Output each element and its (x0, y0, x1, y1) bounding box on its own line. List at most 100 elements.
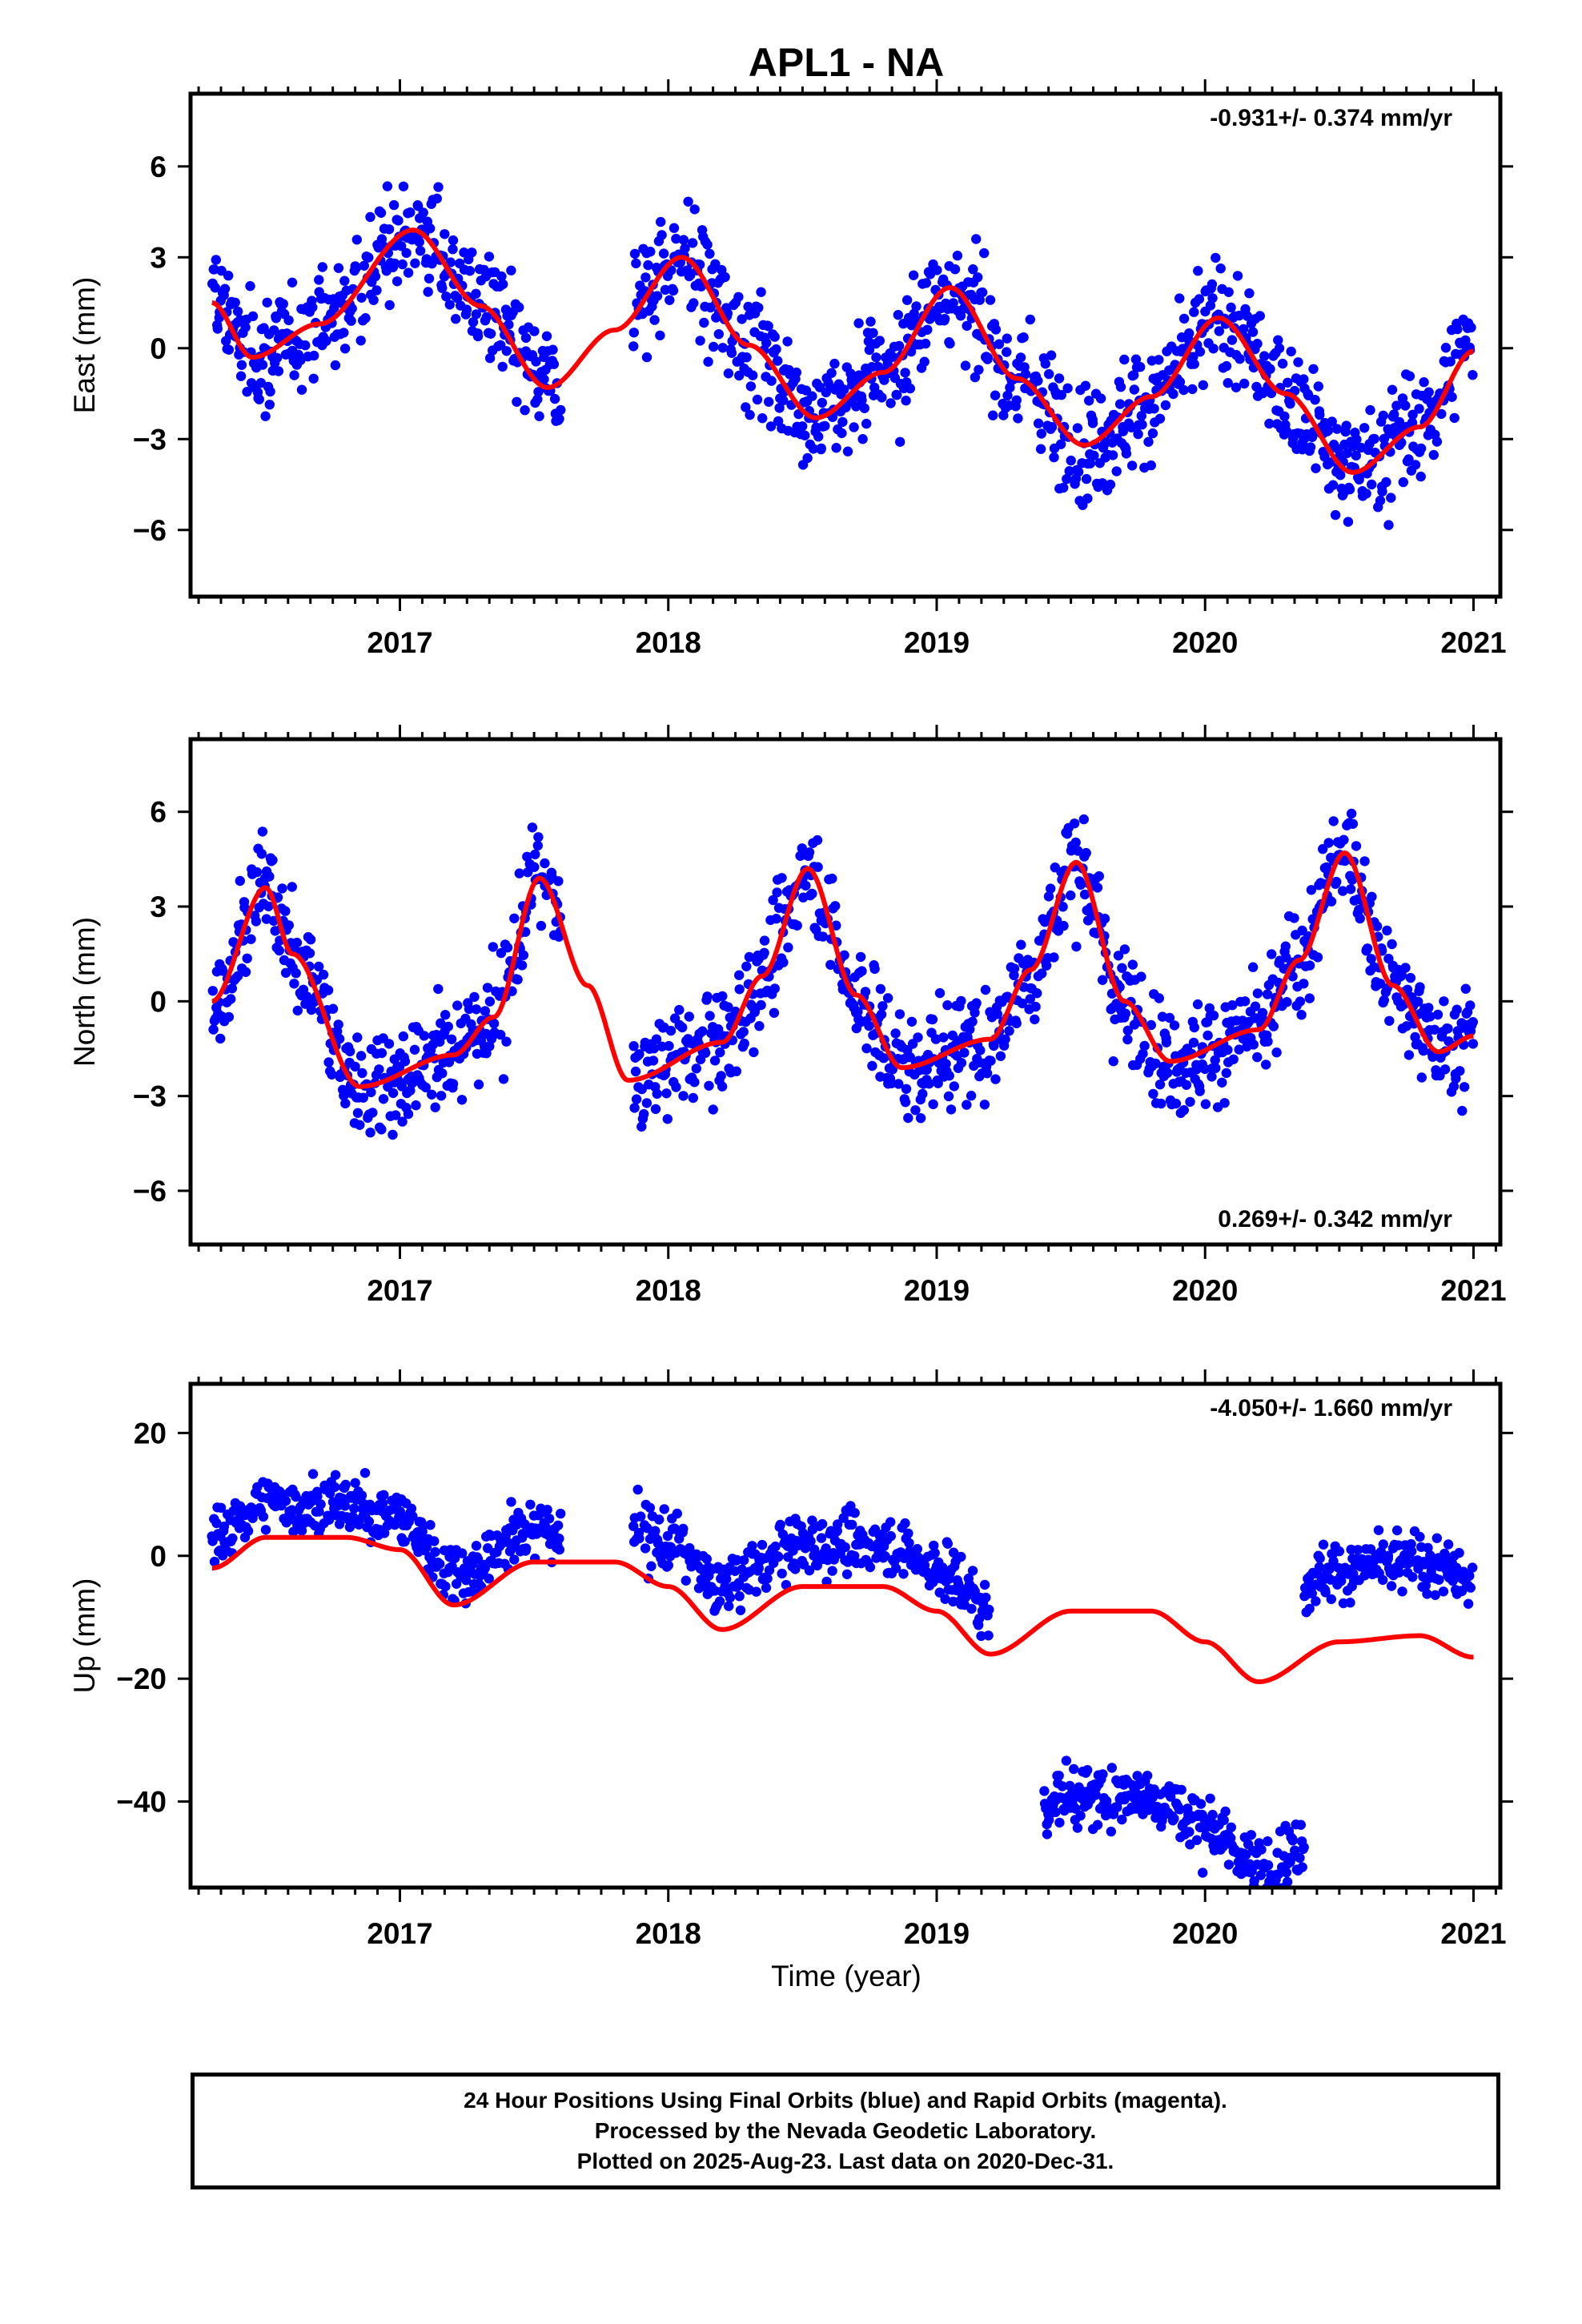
footer-line-1: 24 Hour Positions Using Final Orbits (bl… (464, 2088, 1227, 2113)
data-point (553, 876, 564, 887)
data-point (1431, 1533, 1443, 1543)
data-point (1379, 995, 1390, 1006)
data-point (1223, 1044, 1233, 1055)
data-point (630, 1066, 641, 1077)
data-point (433, 182, 444, 192)
data-point (1220, 1806, 1231, 1817)
data-point (734, 370, 745, 381)
data-point (1295, 1819, 1307, 1830)
data-point (472, 331, 484, 342)
data-point (352, 1108, 363, 1119)
data-point (257, 826, 268, 837)
data-point (919, 356, 930, 367)
data-point (512, 396, 522, 407)
data-point (1297, 1862, 1307, 1872)
data-point (966, 1091, 977, 1101)
data-point (745, 381, 757, 392)
data-point (1327, 416, 1337, 427)
data-point (368, 295, 379, 305)
data-point (207, 1536, 218, 1546)
data-point (968, 264, 978, 275)
data-point (1313, 381, 1324, 392)
data-point (763, 321, 773, 332)
data-point (375, 207, 387, 218)
data-point (1195, 1799, 1207, 1809)
data-point (1040, 359, 1051, 369)
data-point (915, 1113, 926, 1124)
data-point (334, 1519, 345, 1530)
data-point (908, 270, 919, 280)
data-point (327, 1003, 339, 1014)
data-point (1405, 972, 1416, 983)
data-point (1415, 471, 1426, 482)
data-point (939, 313, 950, 324)
data-point (1371, 921, 1383, 932)
data-point (1261, 1059, 1271, 1070)
data-point (895, 436, 905, 447)
data-point (715, 1047, 725, 1058)
data-point (262, 297, 272, 308)
data-point (260, 411, 271, 421)
data-point (291, 1491, 301, 1502)
data-point (418, 1520, 428, 1531)
data-point (1418, 1045, 1429, 1056)
data-point (534, 411, 544, 421)
data-point (725, 1592, 736, 1603)
data-point (772, 887, 782, 898)
data-point (658, 248, 669, 259)
data-point (333, 263, 344, 273)
y-tick-label: −6 (133, 514, 167, 547)
data-point (323, 1057, 334, 1068)
data-point (471, 288, 481, 299)
data-point (1073, 846, 1083, 856)
data-point (287, 277, 298, 287)
data-point (533, 387, 544, 397)
data-point (419, 1031, 429, 1041)
data-point (251, 916, 262, 927)
data-point (1000, 1034, 1010, 1045)
data-point (1187, 384, 1198, 395)
data-point (448, 235, 459, 246)
data-point (236, 360, 247, 370)
data-point (1117, 963, 1127, 974)
data-point (1256, 1844, 1267, 1855)
data-point (1359, 856, 1370, 866)
footer-line-3: Plotted on 2025-Aug-23. Last data on 202… (576, 2149, 1114, 2173)
data-point (1246, 1830, 1257, 1840)
data-point (1184, 328, 1195, 339)
data-point (1345, 884, 1356, 895)
data-point (663, 1560, 673, 1570)
data-point (540, 858, 550, 869)
data-point (1338, 886, 1348, 896)
data-point (827, 1566, 837, 1576)
data-point (943, 1091, 954, 1102)
data-point (1226, 1822, 1237, 1832)
data-point (1436, 408, 1447, 420)
data-point (817, 397, 827, 408)
data-point (833, 1519, 843, 1530)
data-point (757, 413, 768, 424)
data-point (1227, 335, 1238, 345)
data-point (1133, 428, 1143, 440)
data-point (1457, 1105, 1468, 1116)
data-point (629, 1103, 640, 1113)
data-point (1415, 443, 1427, 454)
data-point (650, 1526, 661, 1536)
data-point (340, 1098, 351, 1109)
data-point (825, 959, 836, 971)
data-point (1054, 373, 1065, 384)
data-point (1282, 1876, 1293, 1888)
data-point (536, 920, 547, 931)
data-point (628, 1041, 639, 1051)
data-point (1330, 509, 1341, 521)
data-point (1328, 816, 1339, 826)
data-point (702, 239, 713, 250)
data-point (1308, 364, 1319, 374)
data-point (669, 223, 680, 233)
data-point (1384, 1015, 1395, 1027)
data-point (1129, 384, 1140, 395)
data-point (1198, 1868, 1208, 1878)
data-point (678, 1091, 689, 1101)
data-point (1394, 1567, 1404, 1578)
